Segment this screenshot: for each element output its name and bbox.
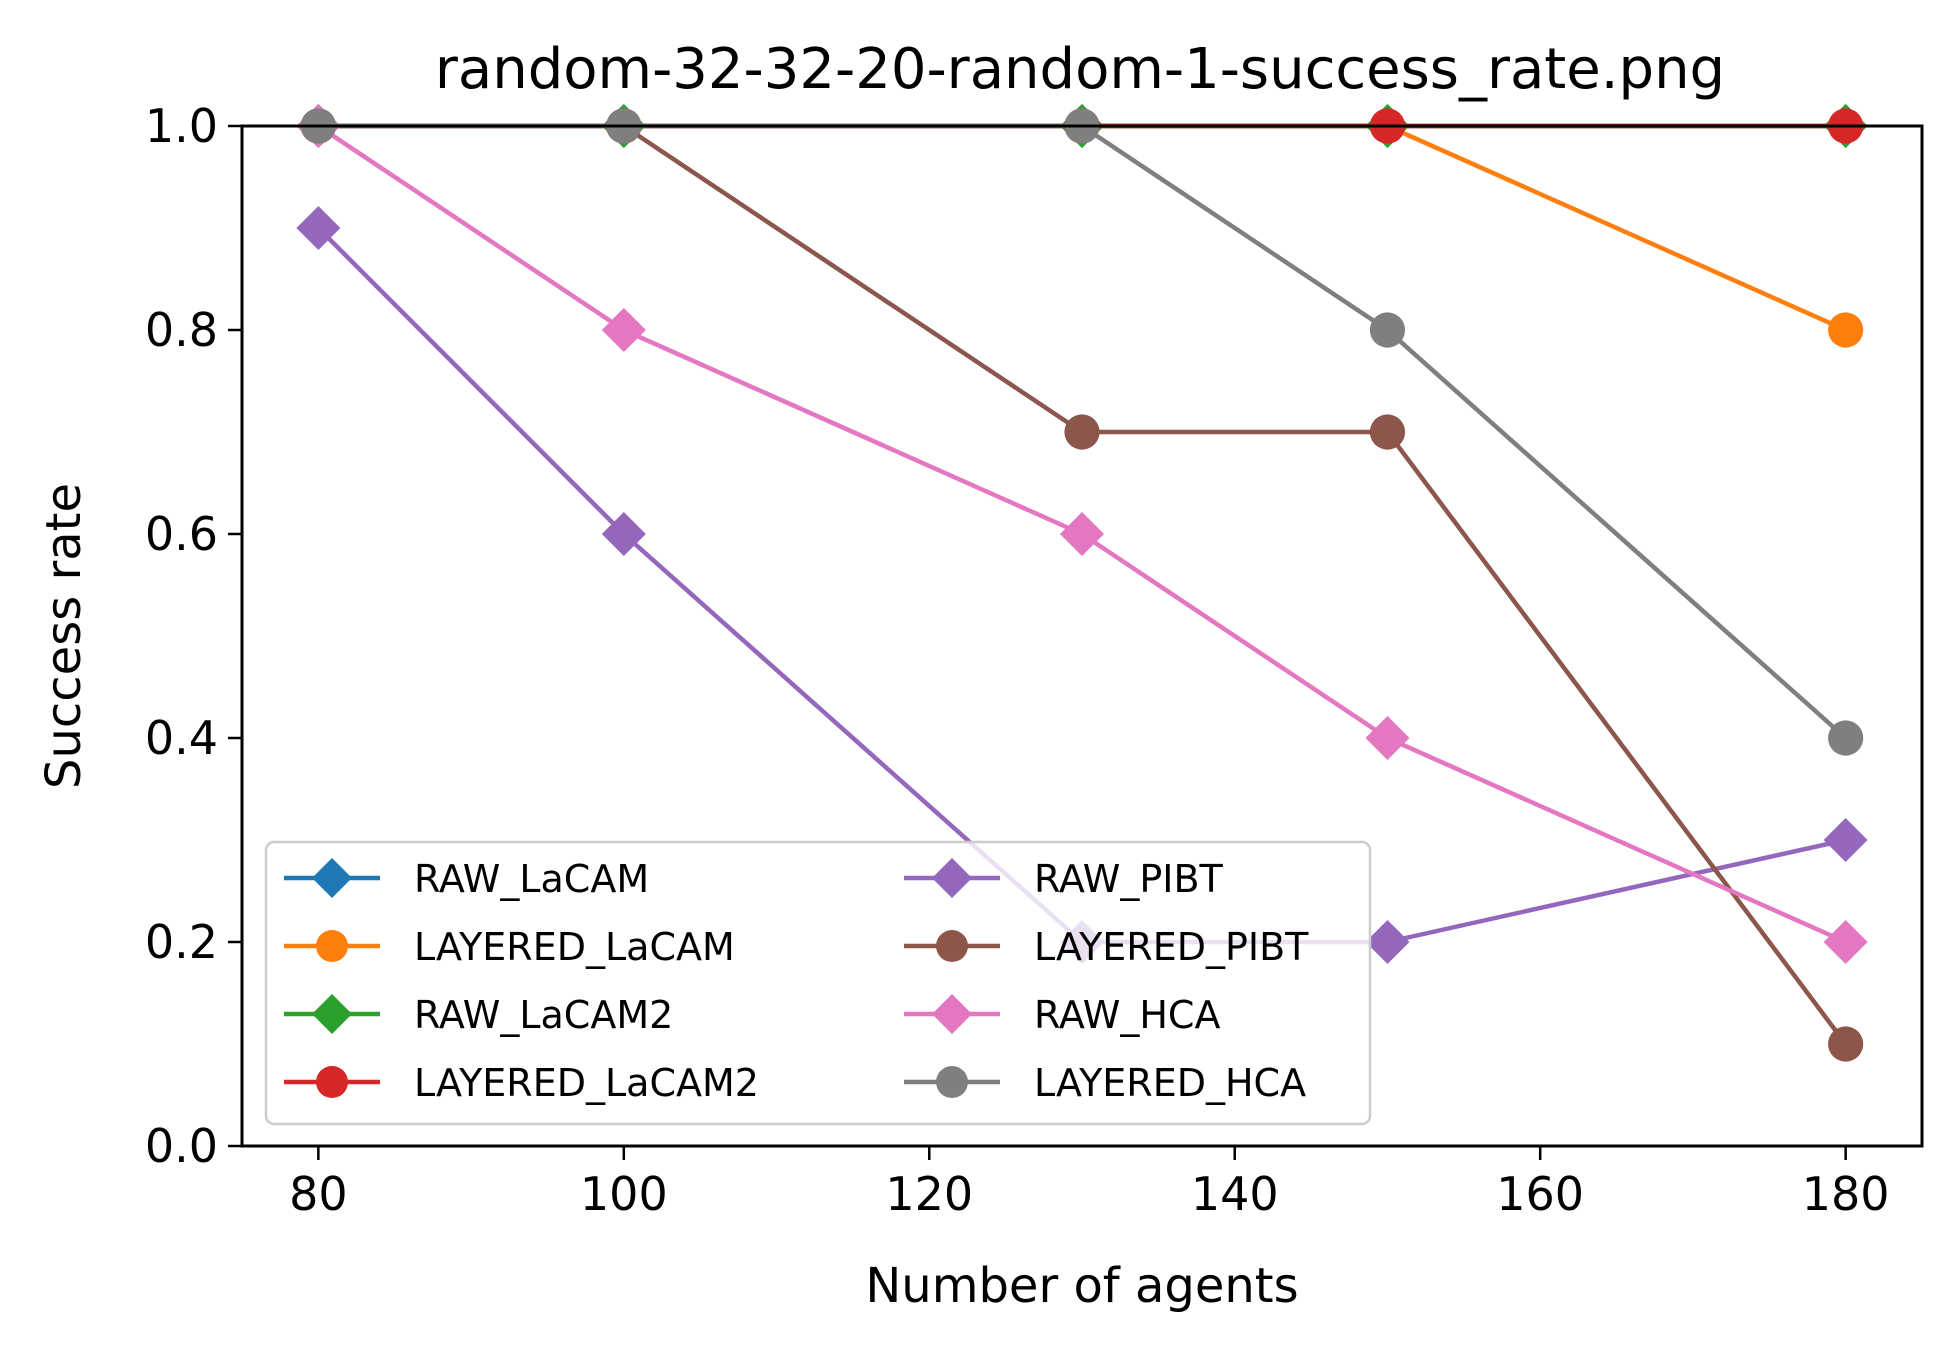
legend-item: RAW_LaCAM2 [284,993,673,1037]
legend-label: LAYERED_HCA [1034,1061,1306,1105]
x-axis-label: Number of agents [865,1258,1298,1314]
data-point-diamond [1823,920,1868,964]
data-point-diamond [1060,512,1104,556]
data-point-diamond [932,994,972,1034]
data-point-diamond [601,308,646,352]
legend-item: LAYERED_LaCAM2 [284,1061,759,1105]
y-tick-label: 0.8 [145,303,218,357]
data-point-circle [1828,312,1864,348]
legend-label: RAW_LaCAM [414,857,649,901]
x-tick-label: 180 [1802,1167,1890,1221]
legend-item: LAYERED_LaCAM [284,925,735,969]
x-tick-label: 80 [289,1167,348,1221]
data-point-diamond [1365,716,1410,760]
legend: RAW_LaCAM LAYERED_LaCAM RAW_LaCAM2 LAYERED_… [264,840,1372,1126]
y-tick-label: 0.0 [145,1119,218,1173]
x-tick-label: 160 [1496,1167,1584,1221]
legend-label: RAW_HCA [1034,993,1220,1037]
y-tick-label: 0.2 [145,915,218,969]
data-point-circle [1828,720,1864,756]
data-point-circle [1369,312,1406,348]
legend-label: RAW_PIBT [1034,857,1224,901]
axes: 80 100 120 140 160 180 0.0 0.2 0.4 0.6 0.8 1.0 [145,99,1890,1221]
data-point-diamond [312,994,352,1034]
legend-label: LAYERED_LaCAM [414,925,735,969]
legend-item: RAW_LaCAM [284,857,649,901]
legend-box [264,840,1372,1126]
legend-item: LAYERED_HCA [904,1061,1306,1105]
series-raw-hca [296,104,1868,964]
legend-label: LAYERED_PIBT [1034,925,1309,969]
x-tick-label: 120 [885,1167,973,1221]
y-tick-label: 1.0 [145,99,218,153]
legend-item: LAYERED_PIBT [904,925,1309,969]
y-tick-label: 0.6 [145,507,218,561]
x-tick-label: 100 [580,1167,668,1221]
data-point-diamond [296,206,341,250]
data-point-circle [1828,1026,1864,1062]
legend-label: RAW_LaCAM2 [414,993,673,1037]
data-point-circle [1064,414,1100,450]
data-point-circle [936,1066,968,1098]
data-point-diamond [601,512,646,556]
data-point-diamond [1823,818,1868,862]
y-tick-label: 0.4 [145,711,218,765]
x-tick-label: 140 [1191,1167,1279,1221]
legend-label: LAYERED_LaCAM2 [414,1061,759,1105]
data-point-circle [316,1066,348,1098]
chart-title: random-32-32-20-random-1-success_rate.pn… [435,37,1725,102]
data-point-circle [1369,414,1406,450]
data-point-circle [316,930,348,962]
data-point-diamond [312,858,352,898]
data-point-circle [936,930,968,962]
legend-item: RAW_PIBT [904,857,1224,901]
y-axis-label: Success rate [36,483,92,789]
legend-item: RAW_HCA [904,993,1220,1037]
data-point-diamond [1365,920,1410,964]
plot-frame [240,124,1924,1148]
data-point-diamond [932,858,972,898]
